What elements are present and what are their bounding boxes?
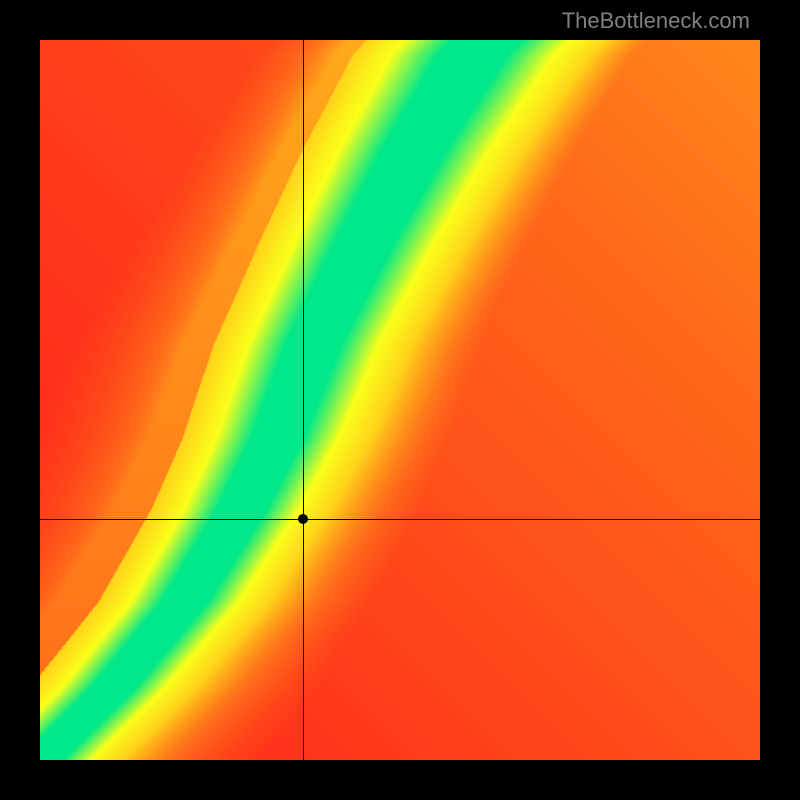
- heatmap-canvas: [40, 40, 760, 760]
- heatmap-plot: [40, 40, 760, 760]
- crosshair-horizontal: [40, 519, 760, 520]
- marker-dot: [298, 514, 308, 524]
- crosshair-vertical: [303, 40, 304, 760]
- watermark-text: TheBottleneck.com: [562, 8, 750, 34]
